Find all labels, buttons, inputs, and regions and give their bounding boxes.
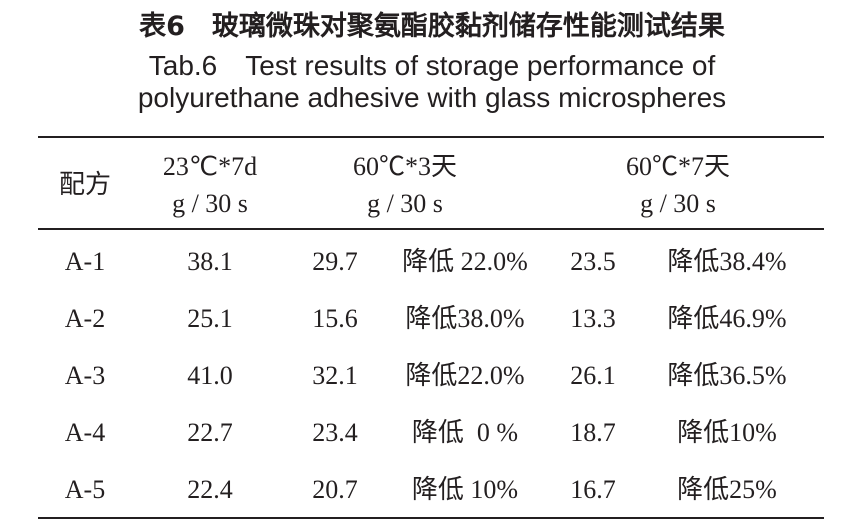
table-cell: 降低10% bbox=[677, 418, 777, 447]
table-cell: 41.0 bbox=[187, 361, 233, 390]
table-cell: 16.7 bbox=[570, 475, 616, 504]
table-cell: 25.1 bbox=[187, 304, 233, 333]
table-cell: A-2 bbox=[64, 304, 106, 333]
table-cell: 降低36.5% bbox=[667, 361, 787, 390]
table-cell: 降低 10% bbox=[411, 475, 519, 504]
table-cell: 38.1 bbox=[187, 247, 233, 276]
table-cell: 13.3 bbox=[570, 304, 616, 333]
title-en: Tab.6 Test results of storage performanc… bbox=[148, 50, 716, 81]
table-cell: A-1 bbox=[64, 247, 106, 276]
header-cell: g / 30 s bbox=[640, 189, 716, 218]
table-cell: A-3 bbox=[64, 361, 106, 390]
table-cell: 15.6 bbox=[312, 304, 358, 333]
header-cell: 配方 bbox=[58, 170, 112, 199]
table-cell: 26.1 bbox=[570, 361, 616, 390]
table-cell: 降低 0 % bbox=[411, 418, 519, 447]
header-cell: g / 30 s bbox=[172, 189, 248, 218]
table-cell: A-4 bbox=[64, 418, 106, 447]
table-cell: 29.7 bbox=[312, 247, 358, 276]
table-cell: 降低 22.0% bbox=[402, 247, 528, 276]
table-cell: 23.4 bbox=[312, 418, 358, 447]
table-cell: 22.7 bbox=[187, 418, 233, 447]
header-cell: 23℃*7d bbox=[162, 152, 258, 181]
header-cell: 60℃*7天 bbox=[625, 152, 731, 181]
top-rule bbox=[38, 136, 824, 138]
table-cell: 32.1 bbox=[312, 361, 358, 390]
table-cell: 23.5 bbox=[570, 247, 616, 276]
table-cell: A-5 bbox=[64, 475, 106, 504]
table-cell: 18.7 bbox=[570, 418, 616, 447]
title-cn: 表6 玻璃微珠对聚氨酯胶黏剂储存性能测试结果 bbox=[139, 11, 725, 42]
table-cell: 20.7 bbox=[312, 475, 358, 504]
header-cell: 60℃*3天 bbox=[352, 152, 458, 181]
header-rule bbox=[38, 228, 824, 230]
header-cell: g / 30 s bbox=[367, 189, 443, 218]
bottom-rule bbox=[38, 517, 824, 519]
table-cell: 22.4 bbox=[187, 475, 233, 504]
table-cell: 降低25% bbox=[677, 475, 777, 504]
table-cell: 降低38.0% bbox=[405, 304, 525, 333]
table-cell: 降低38.4% bbox=[667, 247, 787, 276]
title-en: polyurethane adhesive with glass microsp… bbox=[137, 82, 727, 113]
table-cell: 降低22.0% bbox=[405, 361, 525, 390]
table-cell: 降低46.9% bbox=[667, 304, 787, 333]
